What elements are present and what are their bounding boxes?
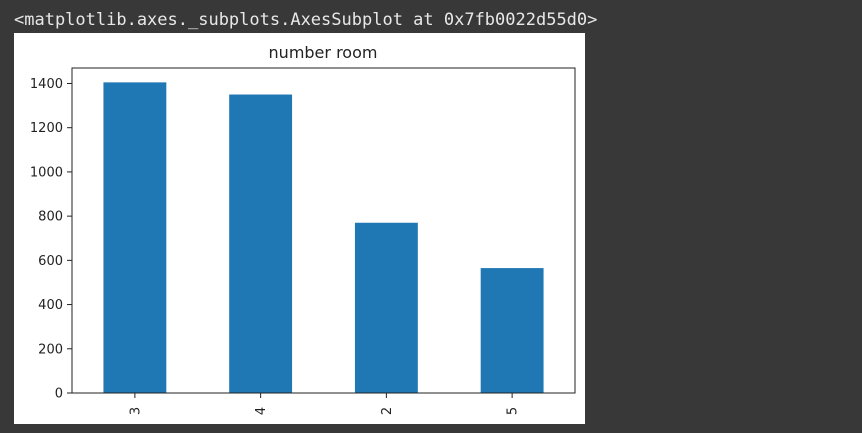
y-tick-label: 600	[38, 254, 63, 269]
x-tick-label: 5	[506, 407, 521, 415]
bar-chart: number room 0 200 400 600 800 1000 1200 1400 3 4…	[30, 43, 576, 415]
y-tick-label: 1400	[30, 77, 63, 92]
y-tick-label: 400	[38, 298, 63, 313]
axes-frame	[71, 67, 576, 394]
y-tick-label: 1000	[30, 165, 63, 180]
bar-4	[229, 94, 293, 393]
y-tick-label: 0	[55, 387, 63, 402]
y-axis: 0 200 400 600 800 1000 1200 1400	[30, 77, 72, 402]
y-tick-label: 800	[38, 210, 63, 225]
chart-title: number room	[269, 43, 378, 62]
cell-output-text: <matplotlib.axes._subplots.AxesSubplot a…	[14, 10, 598, 30]
bar-5	[480, 268, 544, 393]
bar-2	[354, 222, 418, 393]
x-tick-label: 2	[380, 407, 395, 415]
chart-figure: number room 0 200 400 600 800 1000 1200 1400 3 4…	[14, 33, 585, 424]
bars-group	[103, 82, 544, 393]
x-axis: 3 4 2 5	[128, 393, 521, 415]
bar-3	[103, 82, 167, 393]
y-tick-label: 200	[38, 342, 63, 357]
x-tick-label: 3	[128, 407, 143, 415]
x-tick-label: 4	[254, 407, 269, 415]
y-tick-label: 1200	[30, 121, 63, 136]
